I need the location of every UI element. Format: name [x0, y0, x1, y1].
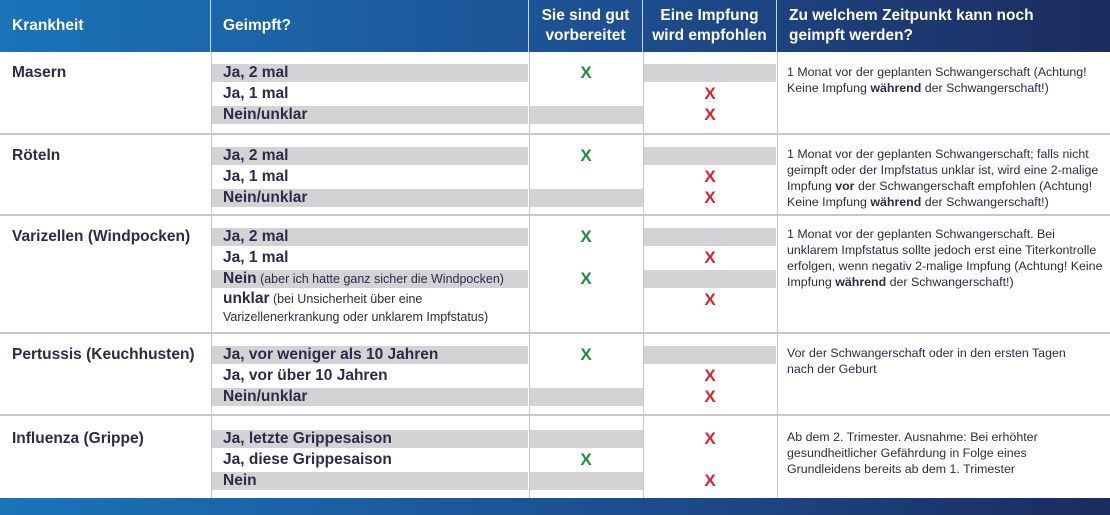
option-bar — [530, 189, 643, 207]
option-label: Ja, 2 mal — [223, 228, 289, 245]
disease-name: Röteln — [12, 147, 61, 164]
option-label: Ja, 1 mal — [223, 85, 289, 102]
option-label: unklar (bei Unsicherheit über eine Variz… — [223, 290, 489, 324]
cross-mark-red: X — [704, 105, 716, 124]
option-bar — [212, 270, 528, 288]
option-bar — [212, 430, 528, 448]
option-bar — [212, 106, 528, 124]
option-bar — [644, 346, 776, 364]
grid-line — [643, 52, 644, 498]
cross-mark-red: X — [704, 429, 716, 448]
row-separator — [0, 214, 1110, 216]
option-label: Nein/unklar — [223, 388, 308, 405]
grid-line — [529, 52, 530, 498]
header-empfohlen: Eine Impfung wird empfohlen — [643, 0, 777, 52]
note-roeteln: 1 Monat vor der geplanten Schwangerschaf… — [787, 147, 1099, 209]
disease-name: Varizellen (Windpocken) — [12, 228, 191, 245]
check-mark-green: X — [580, 269, 592, 288]
option-label: Ja, 2 mal — [223, 147, 289, 164]
cross-mark-red: X — [704, 471, 716, 490]
option-label: Ja, vor über 10 Jahren — [223, 367, 388, 384]
option-label: Ja, diese Grippesaison — [223, 451, 392, 468]
cross-mark-red: X — [704, 387, 716, 406]
option-bar — [212, 228, 528, 246]
option-label: Ja, 1 mal — [223, 249, 289, 266]
option-bar — [212, 346, 528, 364]
row-separator — [0, 332, 1110, 334]
option-bar — [212, 472, 528, 490]
option-label: Ja, vor weniger als 10 Jahren — [223, 346, 439, 363]
option-bar — [644, 270, 776, 288]
disease-name: Pertussis (Keuchhusten) — [12, 346, 195, 363]
cross-mark-red: X — [704, 167, 716, 186]
option-bar — [644, 228, 776, 246]
cross-mark-red: X — [704, 366, 716, 385]
row-separator — [0, 414, 1110, 416]
grid-line — [777, 52, 778, 498]
grid-line — [211, 52, 212, 498]
row-separator — [0, 133, 1110, 135]
option-bar — [644, 64, 776, 82]
check-mark-green: X — [580, 450, 592, 469]
option-bar — [212, 147, 528, 165]
option-bar — [644, 147, 776, 165]
note-pertussis: Vor der Schwangerschaft oder in den erst… — [787, 346, 1066, 376]
cross-mark-red: X — [704, 84, 716, 103]
option-bar — [212, 64, 528, 82]
cross-mark-red: X — [704, 188, 716, 207]
cross-mark-red: X — [704, 290, 716, 309]
option-bar — [212, 388, 528, 406]
note-masern: 1 Monat vor der geplanten Schwangerschaf… — [787, 65, 1087, 95]
option-label: Nein/unklar — [223, 189, 308, 206]
header-krankheit: Krankheit — [0, 0, 211, 52]
option-label: Ja, letzte Grippesaison — [223, 430, 392, 447]
option-bar — [530, 106, 643, 124]
option-label: Nein (aber ich hatte ganz sicher die Win… — [223, 270, 504, 287]
option-bar — [530, 472, 643, 490]
option-label: Nein/unklar — [223, 106, 308, 123]
note-varizellen: 1 Monat vor der geplanten Schwangerschaf… — [787, 227, 1103, 289]
header-geimpft: Geimpft? — [211, 0, 529, 52]
note-influenza: Ab dem 2. Trimester. Ausnahme: Bei erhöh… — [787, 430, 1038, 476]
header-vorbereitet: Sie sind gut vorbereitet — [529, 0, 643, 52]
header-zeitpunkt: Zu welchem Zeitpunkt kann noch geimpft we… — [789, 7, 1034, 44]
table-header — [0, 0, 1110, 52]
option-label: Ja, 2 mal — [223, 64, 289, 81]
check-mark-green: X — [580, 345, 592, 364]
cross-mark-red: X — [704, 248, 716, 267]
check-mark-green: X — [580, 63, 592, 82]
option-bar — [212, 189, 528, 207]
footer-bar — [0, 498, 1110, 515]
check-mark-green: X — [580, 227, 592, 246]
disease-name: Masern — [12, 64, 67, 81]
check-mark-green: X — [580, 146, 592, 165]
option-label: Nein — [223, 472, 257, 489]
disease-name: Influenza (Grippe) — [12, 430, 144, 447]
option-bar — [530, 430, 643, 448]
option-bar — [530, 388, 643, 406]
option-label: Ja, 1 mal — [223, 168, 289, 185]
